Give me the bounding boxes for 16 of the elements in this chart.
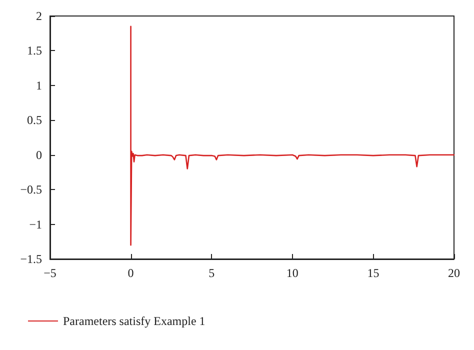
x-tick-label: 10: [286, 266, 298, 280]
legend-label: Parameters satisfy Example 1: [63, 314, 206, 328]
y-tick-label: 0: [36, 148, 42, 162]
y-tick-label: 1: [36, 78, 42, 92]
x-tick-label: 15: [367, 266, 380, 280]
y-tick-label: 2: [36, 9, 42, 23]
x-tick-label: −5: [44, 266, 56, 280]
x-tick-label: 5: [208, 266, 215, 280]
y-tick-label: 0.5: [27, 113, 42, 128]
y-tick-label: −1.5: [20, 252, 42, 266]
x-tick-label: 0: [128, 266, 134, 280]
y-tick-label: 1.5: [27, 44, 42, 58]
y-tick-label: −0.5: [20, 182, 42, 197]
y-tick-label: −1: [29, 217, 42, 232]
line-series: [130, 26, 455, 246]
x-tick-label: 20: [448, 266, 460, 280]
